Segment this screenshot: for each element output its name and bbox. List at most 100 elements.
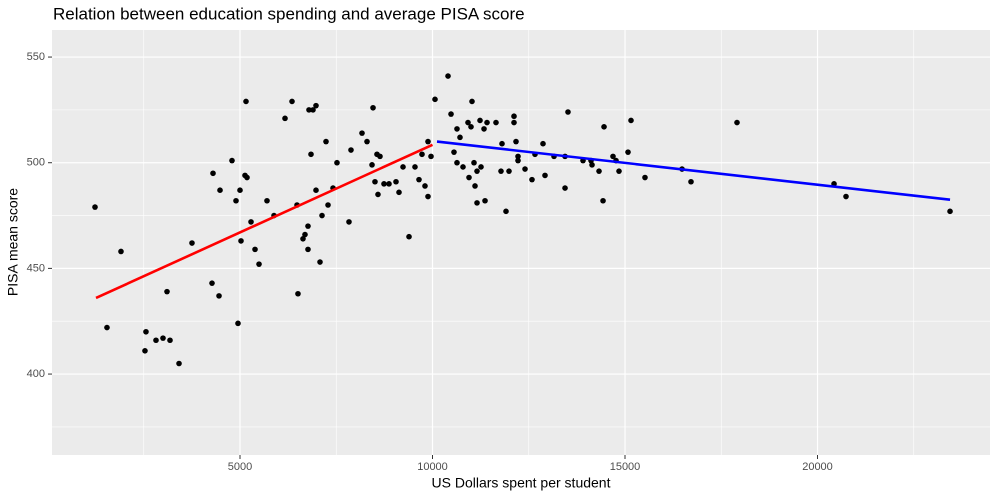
- x-axis-title: US Dollars spent per student: [432, 475, 611, 491]
- point: [323, 138, 329, 145]
- y-tick-label: 550: [27, 51, 45, 63]
- point: [451, 149, 457, 155]
- point: [481, 126, 487, 132]
- point: [334, 159, 340, 166]
- point: [317, 259, 323, 265]
- point: [542, 172, 548, 179]
- point: [313, 102, 319, 109]
- point: [348, 147, 354, 153]
- point: [468, 123, 474, 130]
- point: [466, 174, 472, 181]
- point: [346, 219, 352, 225]
- x-tick-label: 20000: [802, 461, 833, 473]
- chart-title: Relation between education spending and …: [53, 4, 525, 23]
- point: [143, 328, 149, 335]
- x-tick-label: 10000: [417, 461, 448, 473]
- point: [600, 197, 606, 204]
- point: [589, 162, 595, 168]
- point: [209, 280, 215, 286]
- point: [217, 187, 223, 193]
- point: [513, 138, 519, 145]
- point: [469, 98, 475, 105]
- point: [562, 185, 568, 191]
- point: [210, 170, 216, 177]
- point: [310, 107, 316, 113]
- point: [457, 134, 463, 141]
- point: [252, 246, 258, 253]
- point: [235, 320, 241, 327]
- point: [616, 168, 622, 174]
- point: [369, 162, 375, 168]
- point: [529, 176, 535, 183]
- y-tick-label: 450: [27, 262, 45, 274]
- point: [506, 168, 512, 174]
- point: [302, 231, 308, 238]
- point: [428, 153, 434, 160]
- point: [432, 96, 438, 103]
- point: [375, 191, 381, 198]
- point: [454, 126, 460, 132]
- point: [308, 151, 314, 158]
- y-axis-title: PISA mean score: [5, 188, 21, 296]
- point: [511, 119, 517, 126]
- point: [300, 236, 306, 242]
- point: [472, 183, 478, 189]
- point: [425, 138, 431, 145]
- point: [164, 288, 170, 295]
- point: [393, 178, 399, 185]
- point: [305, 223, 311, 229]
- fit-line: [436, 140, 951, 201]
- point: [498, 168, 504, 174]
- point: [289, 98, 295, 105]
- point: [642, 174, 648, 181]
- point: [477, 117, 483, 124]
- point: [319, 212, 325, 219]
- point: [465, 119, 471, 126]
- point: [216, 293, 222, 299]
- point: [947, 208, 953, 215]
- point: [306, 107, 312, 113]
- point: [238, 238, 244, 244]
- y-tick-label: 500: [27, 157, 45, 169]
- point: [484, 119, 490, 126]
- point: [522, 166, 528, 172]
- fit-line: [95, 143, 434, 300]
- point: [229, 157, 235, 164]
- x-tick-label: 5000: [228, 461, 252, 473]
- point: [400, 164, 406, 170]
- panel: [52, 30, 990, 455]
- point: [511, 113, 517, 120]
- point: [448, 111, 454, 117]
- point: [515, 157, 521, 164]
- point: [295, 290, 301, 297]
- point: [282, 115, 288, 122]
- point: [493, 119, 499, 126]
- point: [601, 123, 607, 130]
- x-tick-label: 15000: [610, 461, 641, 473]
- point: [422, 183, 428, 189]
- y-tick-label: 400: [27, 368, 45, 380]
- point: [189, 240, 195, 246]
- point: [540, 140, 546, 147]
- point: [104, 324, 110, 331]
- point: [474, 200, 480, 206]
- point: [478, 164, 484, 170]
- point: [515, 153, 521, 160]
- point: [176, 360, 182, 367]
- point: [419, 151, 425, 158]
- point: [237, 187, 243, 193]
- point: [396, 189, 402, 196]
- point: [377, 153, 383, 160]
- point: [364, 138, 370, 145]
- point: [454, 159, 460, 166]
- point: [305, 246, 311, 253]
- point: [482, 197, 488, 204]
- point: [445, 73, 451, 79]
- point: [474, 168, 480, 174]
- point: [325, 202, 331, 208]
- point: [596, 168, 602, 174]
- point: [142, 348, 148, 354]
- point: [843, 193, 849, 200]
